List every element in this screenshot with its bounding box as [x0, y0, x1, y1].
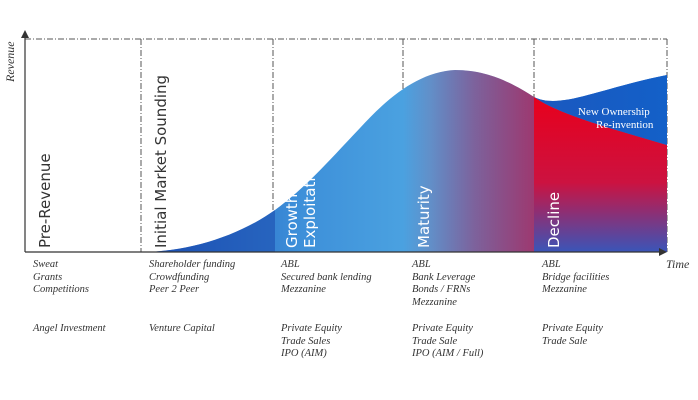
funding-column-maturity-2: Private Equity Trade Sale IPO (AIM / Ful… — [412, 323, 483, 361]
funding-item: IPO (AIM) — [281, 348, 327, 359]
new-ownership-text: New Ownership — [578, 106, 650, 118]
funding-item: Trade Sale — [412, 335, 458, 347]
funding-item: Competitions — [33, 284, 90, 295]
stage-label-growth-line1: Growth / Commercial — [283, 89, 301, 248]
stage-label-pre-revenue: Pre-Revenue — [36, 153, 54, 248]
axes — [21, 30, 667, 256]
funding-item: Trade Sales — [281, 335, 331, 347]
funding-item: Sweat — [33, 259, 59, 270]
funding-item: Shareholder funding — [149, 259, 236, 270]
funding-item: ABL — [281, 259, 300, 270]
funding-item: Mezzanine — [412, 296, 457, 308]
funding-column-growth-2: Private Equity Trade Sales IPO (AIM) — [281, 323, 342, 361]
funding-item: Secured bank lending — [281, 271, 372, 283]
funding-item: Bank Leverage — [412, 271, 476, 283]
funding-item: ABL — [412, 259, 431, 270]
funding-item: Private Equity — [412, 323, 473, 334]
funding-item: Bonds / FRNs — [412, 284, 471, 295]
decline-area — [534, 97, 667, 252]
funding-item: Private Equity — [281, 323, 342, 334]
funding-item: Mezzanine — [542, 284, 587, 295]
y-axis-label: Revenue — [3, 41, 17, 83]
funding-column-initial-market: Shareholder funding Crowdfunding Peer 2 … — [149, 259, 235, 297]
maturity-red-tint — [403, 70, 534, 252]
funding-item: Private Equity — [542, 323, 603, 334]
new-ownership-band — [534, 75, 667, 145]
funding-item: Angel Investment — [33, 323, 106, 334]
x-axis-label: Time — [666, 257, 690, 271]
revenue-curve-shade — [141, 210, 275, 252]
reinvention-text: Re-invention — [596, 119, 654, 131]
funding-column-maturity: ABL Bank Leverage Bonds / FRNs Mezzanine — [412, 259, 475, 309]
funding-column-growth: ABL Secured bank lending Mezzanine — [281, 259, 372, 297]
funding-item: Mezzanine — [281, 284, 326, 295]
funding-column-initial-market-2: Venture Capital — [149, 323, 215, 336]
funding-column-pre-revenue: Sweat Grants Competitions — [33, 259, 89, 297]
funding-column-pre-revenue-2: Angel Investment — [33, 323, 106, 336]
funding-column-decline: ABL Bridge facilities Mezzanine — [542, 259, 609, 297]
funding-item: ABL — [542, 259, 561, 270]
funding-column-decline-2: Private Equity Trade Sale — [542, 323, 603, 348]
stage-label-growth-line2: Exploitation — [301, 159, 319, 248]
funding-item: Trade Sale — [542, 335, 588, 347]
funding-item: IPO (AIM / Full) — [412, 348, 484, 359]
funding-item: Grants — [33, 271, 63, 283]
funding-item: Bridge facilities — [542, 271, 610, 283]
funding-item: Venture Capital — [149, 323, 215, 334]
funding-item: Crowdfunding — [149, 271, 210, 283]
stage-label-decline: Decline — [545, 192, 563, 248]
stage-label-initial-market: Initial Market Sounding — [152, 75, 170, 248]
stage-label-maturity: Maturity — [415, 185, 433, 248]
funding-item: Peer 2 Peer — [149, 284, 200, 295]
